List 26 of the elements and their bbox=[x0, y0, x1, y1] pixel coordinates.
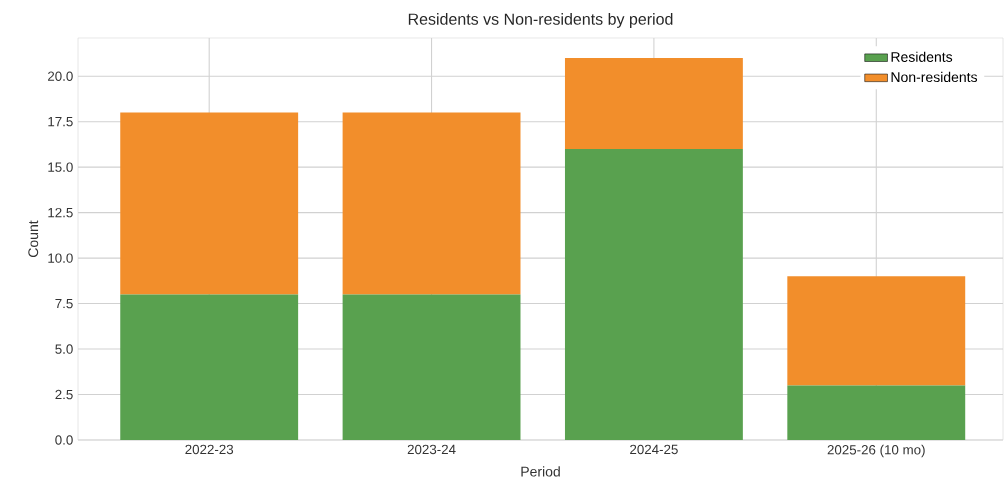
y-tick-label: 17.5 bbox=[48, 117, 73, 127]
bar bbox=[342, 112, 521, 295]
bar bbox=[564, 58, 743, 149]
legend-label: Non-residents bbox=[891, 71, 978, 83]
y-tick-label: 5.0 bbox=[55, 344, 73, 354]
x-tick-label: 2022-23 bbox=[185, 444, 234, 455]
y-tick-label: 0.0 bbox=[55, 435, 73, 445]
y-axis-title: Count bbox=[28, 220, 39, 257]
bar bbox=[342, 294, 521, 440]
bar bbox=[120, 294, 299, 440]
y-tick-label: 7.5 bbox=[55, 298, 73, 309]
x-tick-label: 2025-26 (10 mo) bbox=[827, 444, 925, 458]
y-tick-label: 12.5 bbox=[48, 207, 73, 218]
y-tick-label: 2.5 bbox=[55, 389, 73, 400]
y-tick-label: 10.0 bbox=[48, 253, 73, 263]
chart-title: Residents vs Non-residents by period bbox=[408, 13, 673, 28]
bar bbox=[787, 385, 966, 440]
legend-label: Residents bbox=[891, 51, 953, 62]
bar bbox=[564, 148, 743, 440]
bar bbox=[787, 276, 966, 386]
x-tick-label: 2023-24 bbox=[407, 444, 456, 455]
y-tick-label: 15.0 bbox=[48, 162, 73, 172]
x-axis-title: Period bbox=[521, 466, 560, 477]
bar bbox=[120, 112, 299, 295]
x-tick-label: 2024-25 bbox=[630, 444, 678, 455]
y-tick-label: 20.0 bbox=[48, 71, 73, 81]
